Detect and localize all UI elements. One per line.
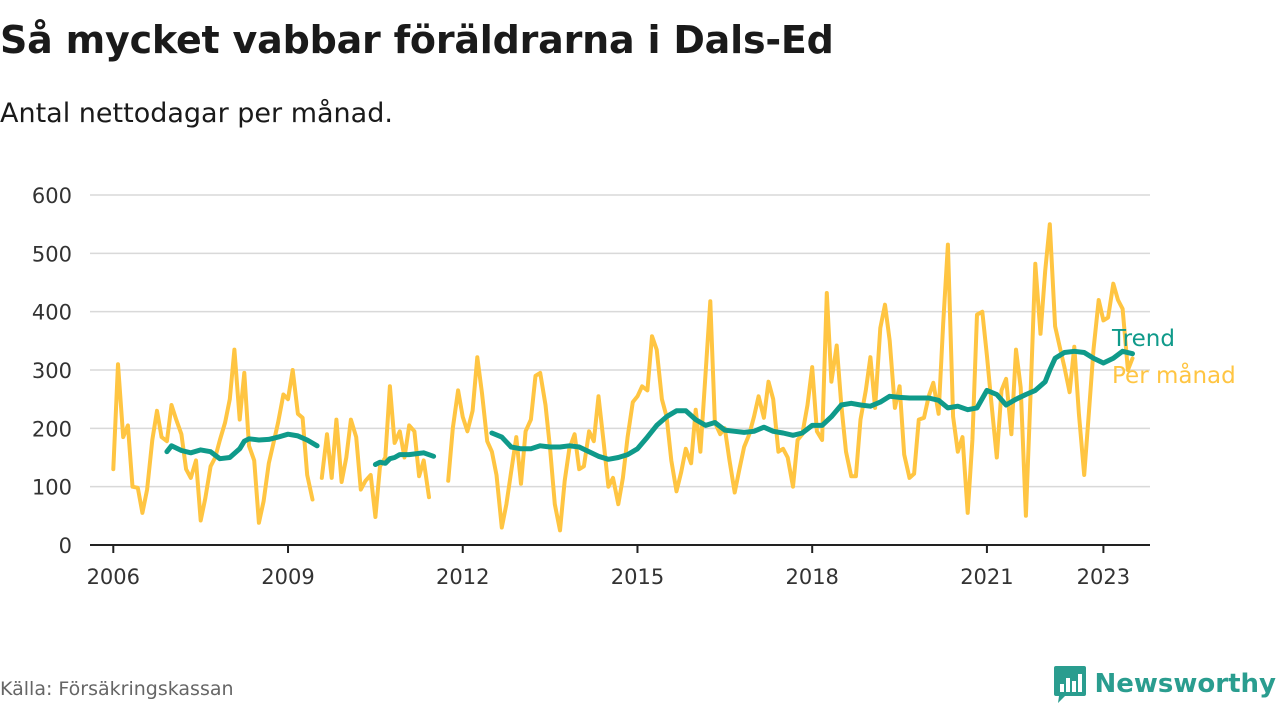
x-tick-label: 2021 bbox=[960, 565, 1013, 589]
x-tick-label: 2023 bbox=[1077, 565, 1130, 589]
x-tick-label: 2006 bbox=[87, 565, 140, 589]
bar-chart-speech-bubble-icon bbox=[1053, 666, 1086, 703]
chart-title: Så mycket vabbar föräldrarna i Dals-Ed bbox=[0, 18, 834, 62]
x-tick-label: 2012 bbox=[436, 565, 489, 589]
series-line-trend-segment-1 bbox=[372, 450, 437, 467]
chart-subtitle: Antal nettodagar per månad. bbox=[0, 98, 393, 129]
legend-label-trend: Trend bbox=[1111, 326, 1175, 352]
source-note: Källa: Försäkringskassan bbox=[0, 678, 234, 700]
y-tick-label: 300 bbox=[32, 359, 72, 383]
x-axis: 2006 2009 2012 2015 2018 2021 2023 bbox=[87, 544, 1150, 589]
end-labels: Trend Per månad bbox=[1111, 326, 1236, 389]
series-line-trend-segment-2 bbox=[489, 348, 1135, 462]
x-tick-label: 2009 bbox=[261, 565, 314, 589]
series-line-monthly-segment-2 bbox=[446, 222, 1135, 533]
series-line-monthly-segment-0 bbox=[111, 347, 315, 525]
x-tick-label: 2018 bbox=[785, 565, 838, 589]
series-line-trend-segment-0 bbox=[164, 431, 320, 462]
series-line-monthly-segment-1 bbox=[319, 384, 431, 519]
x-tick-label: 2015 bbox=[611, 565, 664, 589]
brand-name: Newsworthy bbox=[1094, 669, 1276, 699]
legend-label-monthly: Per månad bbox=[1112, 361, 1236, 389]
y-tick-label: 100 bbox=[32, 476, 72, 500]
y-tick-label: 200 bbox=[32, 417, 72, 441]
brand-logo[interactable]: Newsworthy bbox=[1053, 664, 1276, 704]
y-axis-ticks: 0 100 200 300 400 500 600 bbox=[32, 184, 72, 558]
y-tick-label: 500 bbox=[32, 242, 72, 266]
y-tick-label: 400 bbox=[32, 301, 72, 325]
series-lines bbox=[111, 222, 1135, 533]
y-tick-label: 0 bbox=[59, 534, 72, 558]
y-tick-label: 600 bbox=[32, 184, 72, 208]
